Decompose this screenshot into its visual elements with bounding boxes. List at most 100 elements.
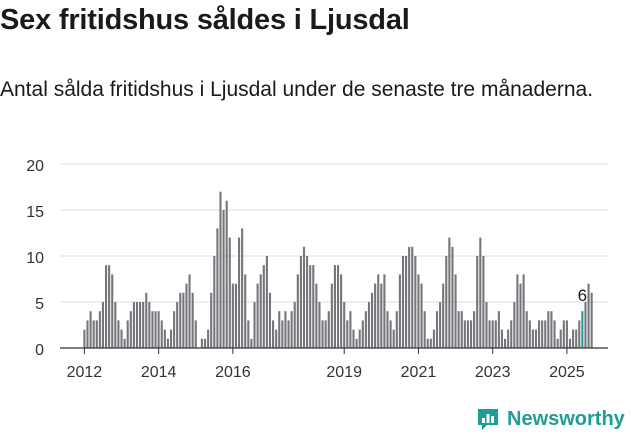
bar bbox=[401, 256, 405, 348]
x-axis: 2012 2014 2016 2019 2021 2023 2025 bbox=[60, 347, 608, 381]
x-tick-label: 2021 bbox=[401, 364, 437, 381]
bar bbox=[83, 329, 86, 348]
bar bbox=[525, 311, 528, 348]
bar bbox=[550, 311, 553, 348]
bar bbox=[476, 256, 479, 348]
bar bbox=[556, 338, 559, 348]
bar bbox=[185, 283, 188, 348]
bar bbox=[191, 292, 194, 348]
y-tick-label: 0 bbox=[35, 342, 44, 359]
bar bbox=[340, 274, 343, 348]
bar bbox=[584, 302, 587, 348]
bar bbox=[101, 302, 105, 348]
bar bbox=[386, 311, 389, 348]
bar bbox=[364, 311, 367, 348]
bar bbox=[510, 320, 513, 348]
bar bbox=[398, 274, 401, 348]
bar bbox=[435, 311, 439, 348]
x-tick-label: 2012 bbox=[67, 364, 103, 381]
bar bbox=[182, 292, 185, 348]
bar bbox=[95, 320, 98, 348]
bar bbox=[321, 320, 324, 348]
bar bbox=[265, 256, 268, 348]
bar bbox=[488, 320, 491, 348]
bar bbox=[361, 320, 364, 348]
bar bbox=[194, 320, 197, 348]
bar bbox=[179, 292, 182, 348]
bar bbox=[587, 283, 590, 348]
bar bbox=[451, 246, 454, 348]
bar bbox=[234, 283, 238, 348]
bar bbox=[507, 329, 510, 348]
x-tick-label: 2019 bbox=[326, 364, 362, 381]
bar bbox=[575, 329, 578, 348]
bar bbox=[491, 320, 494, 348]
bar bbox=[349, 311, 352, 348]
bar bbox=[374, 283, 377, 348]
bar bbox=[132, 302, 135, 348]
bar bbox=[346, 320, 349, 348]
bar bbox=[302, 246, 306, 348]
bar bbox=[559, 329, 562, 348]
bar bbox=[377, 274, 380, 348]
bar bbox=[553, 320, 556, 348]
bar bbox=[306, 256, 309, 348]
bar bbox=[281, 320, 284, 348]
bar bbox=[439, 302, 442, 348]
bar bbox=[154, 311, 157, 348]
bar bbox=[256, 283, 259, 348]
bar bbox=[528, 320, 531, 348]
bar bbox=[429, 338, 432, 348]
bar bbox=[163, 329, 166, 348]
x-tick-label: 2014 bbox=[141, 364, 177, 381]
bar bbox=[173, 311, 176, 348]
bar bbox=[117, 320, 120, 348]
bar bbox=[411, 246, 414, 348]
bar bbox=[383, 274, 386, 348]
bar bbox=[247, 320, 250, 348]
bar bbox=[157, 311, 160, 348]
bar bbox=[448, 237, 451, 348]
bar bbox=[188, 274, 191, 348]
bar bbox=[568, 338, 572, 348]
bar bbox=[290, 311, 293, 348]
bar bbox=[108, 265, 111, 348]
y-axis-ticks: 0 5 10 15 20 bbox=[26, 158, 44, 359]
bar bbox=[284, 311, 287, 348]
bar bbox=[473, 311, 476, 348]
bar bbox=[333, 265, 336, 348]
bar bbox=[389, 320, 392, 348]
bar bbox=[213, 256, 216, 348]
bar bbox=[327, 311, 330, 348]
brand-logo[interactable]: Newsworthy bbox=[475, 406, 625, 432]
brand-name: Newsworthy bbox=[507, 407, 625, 430]
data-label: 6 bbox=[578, 286, 587, 305]
bar bbox=[169, 329, 173, 348]
bar bbox=[590, 292, 593, 348]
bar bbox=[485, 302, 488, 348]
bar bbox=[92, 320, 95, 348]
bar bbox=[494, 320, 497, 348]
bar bbox=[142, 302, 145, 348]
bar bbox=[219, 191, 222, 348]
bar bbox=[531, 329, 534, 348]
bar bbox=[222, 210, 225, 348]
bar bbox=[565, 320, 568, 348]
bar bbox=[371, 292, 374, 348]
bar bbox=[272, 320, 275, 348]
bar bbox=[98, 311, 101, 348]
bar bbox=[581, 311, 584, 348]
bar bbox=[262, 265, 265, 348]
bar bbox=[287, 320, 290, 348]
bar bbox=[352, 329, 355, 348]
bar bbox=[151, 311, 154, 348]
bar bbox=[534, 329, 538, 348]
bar bbox=[315, 283, 318, 348]
bar bbox=[123, 338, 126, 348]
bar bbox=[405, 256, 408, 348]
bar bbox=[111, 274, 114, 348]
bar bbox=[463, 320, 466, 348]
y-tick-label: 20 bbox=[26, 158, 44, 175]
bar bbox=[417, 274, 420, 348]
bar bbox=[330, 283, 333, 348]
